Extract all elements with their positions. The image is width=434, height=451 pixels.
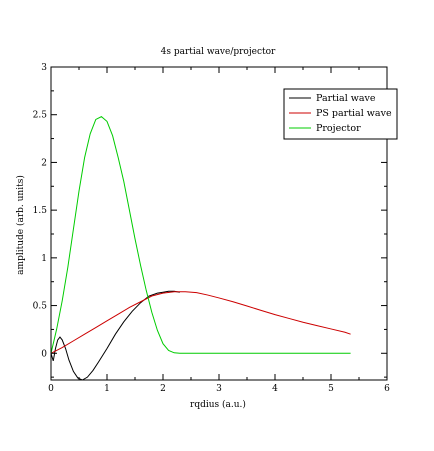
series-line-ps-partial-wave bbox=[50, 291, 351, 354]
x-axis-label: rqdius (a.u.) bbox=[190, 399, 246, 410]
x-tick-label: 3 bbox=[216, 384, 222, 394]
legend-entry: Projector bbox=[316, 123, 361, 134]
x-tick-label: 4 bbox=[272, 384, 278, 394]
y-tick-label: 2.5 bbox=[33, 111, 48, 121]
y-tick-label: 0.5 bbox=[33, 302, 48, 312]
y-tick-label: 2 bbox=[41, 158, 47, 168]
legend-entry: PS partial wave bbox=[316, 108, 392, 119]
x-tick-label: 0 bbox=[48, 384, 54, 394]
legend-entry: Partial wave bbox=[316, 93, 376, 104]
x-tick-label: 1 bbox=[104, 384, 110, 394]
axes-layer: 0 1 2 3 4 5 6 0 0.5 1 1.5 2 2.5 3 bbox=[33, 63, 390, 394]
y-tick-label: 1 bbox=[41, 254, 47, 264]
series-line-partial-wave bbox=[50, 290, 180, 381]
x-tick-label: 2 bbox=[160, 384, 166, 394]
y-axis-label: amplitude (arb. units) bbox=[15, 175, 26, 275]
y-tick-label: 1.5 bbox=[33, 206, 48, 216]
chart-title: 4s partial wave/projector bbox=[161, 47, 276, 57]
x-tick-label: 6 bbox=[384, 384, 390, 394]
series-line-projector bbox=[50, 116, 351, 354]
x-tick-label: 5 bbox=[328, 384, 334, 394]
legend-box bbox=[283, 88, 398, 140]
y-tick-label: 3 bbox=[41, 63, 47, 73]
plot-layer bbox=[50, 116, 351, 381]
legend: Partial wave PS partial wave Projector bbox=[283, 88, 398, 140]
y-tick-label: 0 bbox=[41, 349, 47, 359]
